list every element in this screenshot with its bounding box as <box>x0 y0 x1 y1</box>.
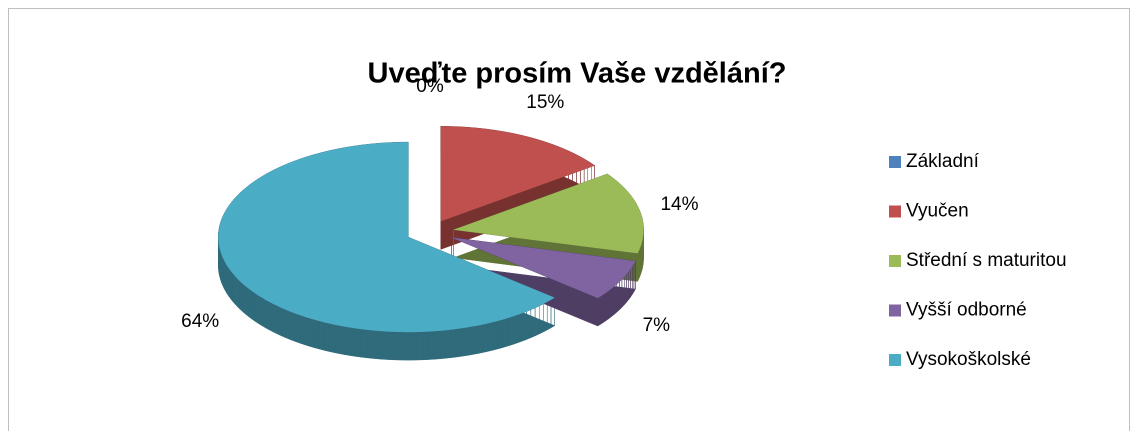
slice <box>451 237 636 299</box>
legend-label: Vyučen <box>906 201 969 222</box>
legend-swatch <box>889 156 901 168</box>
legend-label: Vysokoškolské <box>906 349 1031 370</box>
data-label: 14% <box>660 194 698 215</box>
legend-swatch <box>889 354 901 366</box>
data-label: 0% <box>416 76 444 97</box>
data-label: 64% <box>181 311 219 332</box>
legend-label: Základní <box>906 151 980 172</box>
legend-swatch <box>889 304 901 317</box>
data-label: 15% <box>526 92 564 113</box>
legend-swatch <box>889 255 901 267</box>
legend-label: Střední s maturitou <box>906 250 1067 271</box>
chart-title: Uveďte prosím Vaše vzdělání? <box>368 58 787 90</box>
data-label: 7% <box>643 315 671 336</box>
legend-swatch <box>889 205 901 218</box>
slice <box>218 142 555 333</box>
slice <box>453 173 644 254</box>
legend-label: Vyšší odborné <box>906 300 1027 321</box>
slice <box>440 126 595 222</box>
